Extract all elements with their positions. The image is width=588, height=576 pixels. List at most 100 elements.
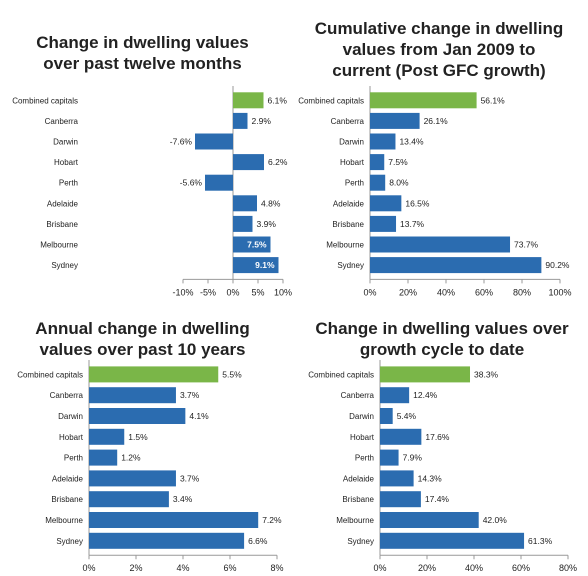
bar: [89, 449, 118, 466]
bar: [370, 112, 420, 129]
category-label: Darwin: [339, 138, 364, 147]
bar: [370, 154, 385, 171]
category-label: Darwin: [58, 412, 83, 421]
data-label: 56.1%: [481, 95, 506, 105]
category-label: Hobart: [59, 433, 84, 442]
bar: [233, 195, 257, 212]
category-label: Adelaide: [343, 474, 375, 483]
bar: [380, 428, 422, 445]
chart-title: Annual change in dwelling values over pa…: [0, 318, 295, 360]
chart-title-line: values from Jan 2009 to: [342, 40, 536, 59]
chart-title: Change in dwelling values over growth cy…: [296, 318, 588, 360]
category-label: Darwin: [53, 138, 78, 147]
category-label: Sydney: [347, 537, 374, 546]
bar-chart-growth-cycle: 0% 20% 40% 60% 80% Combined capitals 38.3% Canb…: [308, 360, 577, 573]
x-tick-label: 4%: [176, 563, 189, 573]
category-label: Sydney: [337, 261, 364, 270]
category-label: Perth: [345, 179, 364, 188]
x-tick-label: 0%: [373, 563, 386, 573]
category-label: Canberra: [341, 391, 375, 400]
data-label: 73.7%: [514, 240, 539, 250]
data-label: 3.9%: [257, 219, 277, 229]
chart-title-line: Change in dwelling values over: [315, 319, 569, 338]
bar: [380, 449, 399, 466]
bar: [205, 174, 233, 191]
data-label: 38.3%: [474, 369, 499, 379]
bar: [380, 387, 410, 404]
bar-chart-post-gfc: 0% 20% 40% 60% 80% 100% Combined capitals 56.1%…: [298, 86, 572, 297]
category-label: Sydney: [51, 261, 78, 270]
bar-highlight: [370, 92, 477, 109]
x-tick-label: 40%: [437, 287, 455, 297]
bar: [89, 408, 186, 424]
chart-title-line: over past twelve months: [43, 54, 242, 73]
data-label: 12.4%: [413, 390, 438, 400]
data-label: 26.1%: [424, 116, 449, 126]
category-label: Melbourne: [326, 241, 364, 250]
bar-chart-twelve-months: -10% -5% 0% 5% 10% Combined capitals 6.1% Canbe…: [12, 86, 292, 297]
data-label: 6.1%: [268, 95, 288, 105]
data-label: 1.2%: [121, 453, 141, 463]
category-label: Adelaide: [47, 199, 79, 208]
x-tick-label: 2%: [129, 563, 142, 573]
bar-highlight: [233, 92, 264, 109]
x-tick-label: 20%: [418, 563, 436, 573]
x-tick-label: 8%: [270, 563, 283, 573]
data-label: 90.2%: [545, 260, 570, 270]
x-tick-label: 5%: [251, 287, 264, 297]
data-label: 7.9%: [403, 453, 423, 463]
chart-panel-ten-years: Annual change in dwelling values over pa…: [0, 318, 295, 576]
category-label: Darwin: [349, 412, 374, 421]
bar: [233, 236, 271, 253]
chart-panel-post-gfc: Cumulative change in dwelling values fro…: [290, 18, 588, 297]
data-label: -5.6%: [180, 178, 203, 188]
data-label: 5.4%: [397, 411, 417, 421]
x-tick-label: 20%: [399, 287, 417, 297]
category-label: Perth: [59, 179, 78, 188]
category-label: Adelaide: [52, 474, 84, 483]
data-label: 3.4%: [173, 494, 193, 504]
x-tick-label: -5%: [200, 287, 216, 297]
chart-title-line: growth cycle to date: [359, 340, 525, 359]
category-label: Sydney: [56, 537, 83, 546]
category-label: Brisbane: [342, 495, 374, 504]
bar: [233, 112, 248, 129]
chart-panel-growth-cycle: Change in dwelling values over growth cy…: [296, 318, 588, 576]
x-tick-label: 60%: [512, 563, 530, 573]
data-label: 14.3%: [418, 473, 443, 483]
data-label: 17.4%: [425, 494, 450, 504]
chart-title-line: values over past 10 years: [39, 340, 246, 359]
data-label: 7.2%: [262, 515, 282, 525]
data-label: 13.7%: [400, 219, 425, 229]
chart-title: Cumulative change in dwelling values fro…: [290, 18, 588, 81]
chart-panel-twelve-months: Change in dwelling values over past twel…: [0, 30, 295, 297]
chart-title: Change in dwelling values over past twel…: [0, 32, 295, 74]
category-label: Melbourne: [45, 516, 83, 525]
chart-title-line: Cumulative change in dwelling: [314, 19, 564, 38]
bar: [89, 428, 125, 445]
data-label: 3.7%: [180, 390, 200, 400]
data-label: 42.0%: [483, 515, 508, 525]
data-label: 17.6%: [425, 432, 450, 442]
bar-highlight: [380, 366, 471, 383]
category-label: Hobart: [350, 433, 375, 442]
x-tick-label: 10%: [274, 287, 292, 297]
data-label: 5.5%: [222, 369, 242, 379]
data-label: -7.6%: [170, 137, 193, 147]
x-tick-label: -10%: [172, 287, 193, 297]
bar: [233, 257, 279, 274]
data-label: 7.5%: [247, 240, 267, 250]
x-tick-label: 60%: [475, 287, 493, 297]
category-label: Combined capitals: [12, 96, 78, 105]
bar: [370, 236, 511, 253]
category-label: Hobart: [54, 158, 79, 167]
x-tick-label: 100%: [548, 287, 571, 297]
data-label: 6.6%: [248, 536, 268, 546]
category-label: Perth: [355, 454, 374, 463]
bar-chart-ten-years: 0% 2% 4% 6% 8% Combined capitals 5.5% Canberra 3…: [17, 360, 284, 573]
category-label: Combined capitals: [298, 96, 364, 105]
bar: [380, 512, 479, 528]
category-label: Brisbane: [332, 220, 364, 229]
bar: [370, 195, 402, 212]
